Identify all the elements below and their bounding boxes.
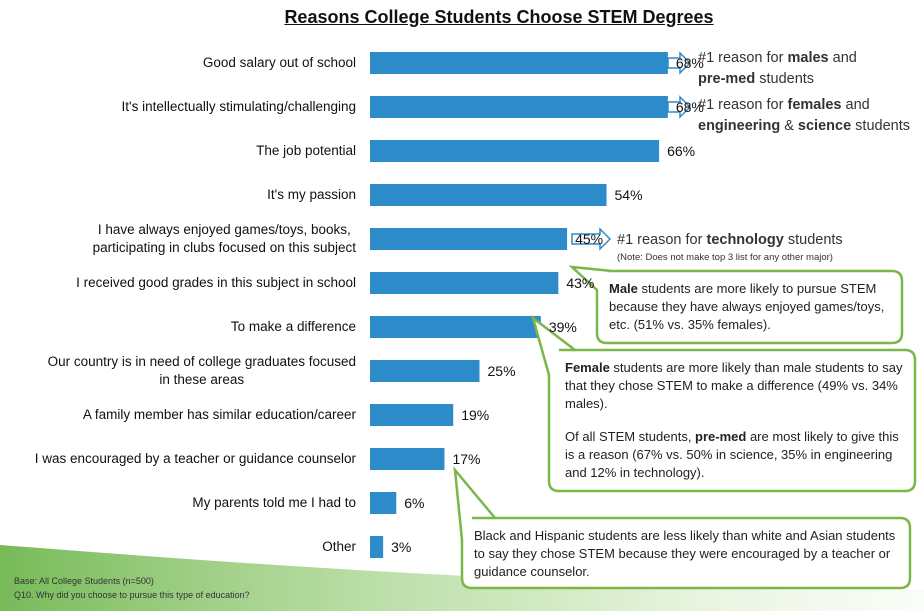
value-label: 66% <box>667 143 696 159</box>
annotation-text: students <box>851 118 910 134</box>
annotation-text: pre-med <box>698 71 756 87</box>
value-label: 39% <box>548 319 577 335</box>
footnote: Base: All College Students (n=500) <box>14 576 154 586</box>
annotation: #1 reason for technology students <box>617 230 917 251</box>
value-label: 3% <box>391 539 412 555</box>
value-label: 25% <box>487 363 516 379</box>
arrow <box>667 51 692 75</box>
annotation-text: engineering <box>698 118 781 134</box>
annotation-text: students <box>755 71 815 87</box>
annotation: Of all STEM students, pre-med are most l… <box>565 428 905 482</box>
category-label: It's intellectually stimulating/challeng… <box>121 99 356 114</box>
value-label: 43% <box>566 275 595 291</box>
value-label: 54% <box>614 187 643 203</box>
bar <box>370 184 607 206</box>
category-label: To make a difference <box>230 319 356 334</box>
annotation-text: Female <box>565 360 610 375</box>
value-label: 6% <box>404 495 425 511</box>
annotation-text: males <box>787 50 829 66</box>
category-label: Our country is in need of college gradua… <box>47 354 356 387</box>
bar <box>370 360 480 382</box>
bars <box>370 52 668 558</box>
value-label: 17% <box>452 451 481 467</box>
annotation-text: Male <box>609 281 638 296</box>
value-label: 19% <box>461 407 490 423</box>
bar <box>370 140 660 162</box>
value-label: 68% <box>675 99 704 115</box>
bar <box>370 316 541 338</box>
annotation-text: Black and Hispanic students are less lik… <box>474 528 896 579</box>
annotation-text: science <box>797 118 852 134</box>
bar <box>370 492 397 514</box>
annotation-text: students are more likely than male stude… <box>565 360 903 411</box>
category-label: I was encouraged by a teacher or guidanc… <box>34 451 356 466</box>
annotation-text: students <box>783 232 843 248</box>
category-label: My parents told me I had to <box>192 495 356 510</box>
arrow <box>667 95 692 119</box>
callout-box <box>568 265 904 345</box>
value-label: 68% <box>675 55 704 71</box>
annotation: #1 reason for males and pre-med students <box>698 48 878 90</box>
category-label: It's my passion <box>267 187 356 202</box>
annotation-text: females <box>787 97 842 113</box>
annotation: Male students are more likely to pursue … <box>609 280 894 334</box>
annotation-text: Of all STEM students, <box>565 429 696 444</box>
value-label: 45% <box>575 231 604 247</box>
bar <box>370 96 668 118</box>
bar <box>370 272 559 294</box>
annotation-text: #1 reason for <box>698 50 788 66</box>
annotation-text: are most likely to give this is a reason… <box>565 429 899 480</box>
callout-box <box>530 314 917 493</box>
callouts <box>453 265 917 590</box>
bar <box>370 404 454 426</box>
annotation-text: #1 reason for <box>698 97 788 113</box>
annotation: Black and Hispanic students are less lik… <box>474 527 906 581</box>
annotation-text: & <box>780 118 798 134</box>
footnote: Q10. Why did you choose to pursue this t… <box>14 590 250 600</box>
annotation: Female students are more likely than mal… <box>565 359 905 413</box>
category-label: Good salary out of school <box>202 55 356 70</box>
category-label: The job potential <box>256 143 356 158</box>
category-label: Other <box>322 539 356 554</box>
annotation-text: and <box>828 50 857 66</box>
annotation: #1 reason for females and engineering & … <box>698 95 920 137</box>
bar <box>370 536 384 558</box>
note: (Note: Does not make top 3 list for any … <box>617 252 833 263</box>
chart-title: Reasons College Students Choose STEM Deg… <box>284 7 714 27</box>
category-label: I received good grades in this subject i… <box>76 275 356 290</box>
annotation-text: #1 reason for <box>617 232 707 248</box>
annotation-text: pre-med <box>695 429 747 444</box>
annotation-text: and <box>841 97 870 113</box>
arrows <box>571 51 692 251</box>
annotation-text: technology <box>706 232 784 248</box>
bar <box>370 52 668 74</box>
bar <box>370 228 568 250</box>
callout-box <box>453 466 912 590</box>
arrow <box>571 227 612 251</box>
category-label: I have always enjoyed games/toys, books,… <box>92 222 356 255</box>
category-label: A family member has similar education/ca… <box>82 407 356 422</box>
annotation-text: students are more likely to pursue STEM … <box>609 281 885 332</box>
bar <box>370 448 445 470</box>
